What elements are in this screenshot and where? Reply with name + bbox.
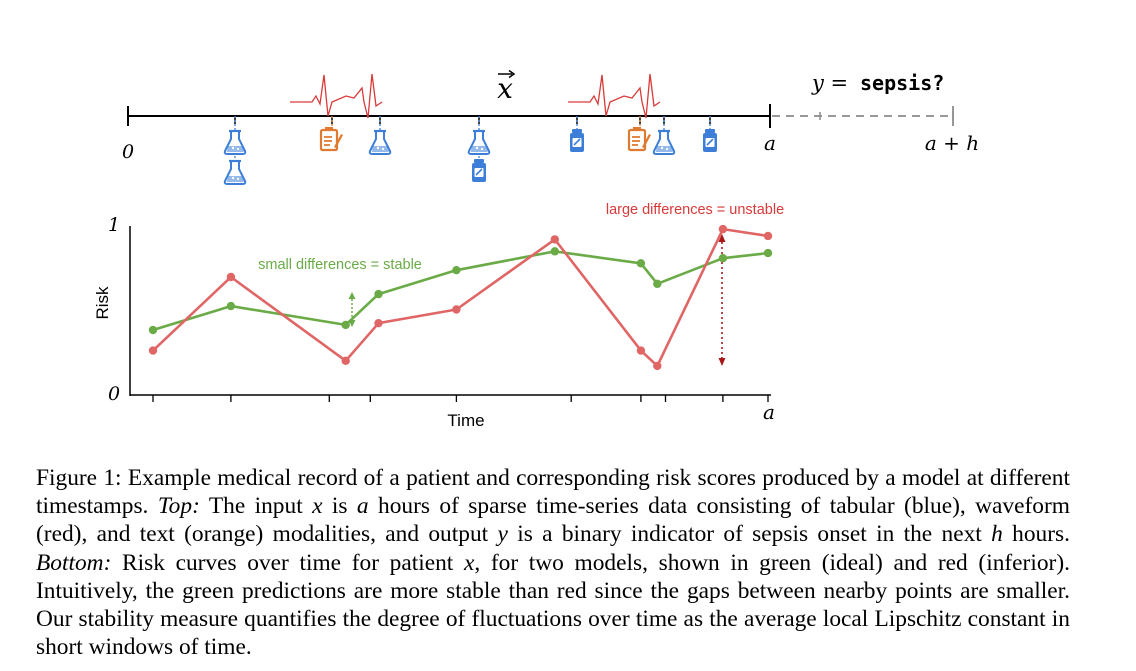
caption-part2: The input [208, 493, 303, 520]
x-end-label: a [763, 400, 775, 424]
caption-part7: Risk curves over time for patient [122, 549, 454, 576]
lab-flask-icon [368, 129, 392, 156]
caption-var-a: a [356, 493, 369, 520]
stable-model-point-2 [341, 320, 350, 330]
ecg-waveform-icon [567, 73, 661, 119]
input-variable: x [497, 72, 513, 105]
note-connectors [331, 116, 641, 128]
unstable-model-point-1 [226, 272, 236, 282]
unstable-model-point-8 [718, 224, 728, 234]
stable-model-point-3 [374, 289, 383, 299]
caption-var-y: y [497, 521, 508, 548]
lab-flask-icon [223, 129, 247, 156]
unstable-model-point-6 [636, 346, 646, 355]
caption-bottom-label: Bottom: [36, 549, 112, 576]
figure-caption: Figure 1: Example medical record of a pa… [36, 464, 1070, 661]
caption-part6: hours. [1012, 521, 1070, 548]
unstable-model-point-2 [341, 356, 350, 365]
medicine-bottle-icon [569, 128, 585, 153]
caption-var-x2: x [463, 549, 475, 576]
unstable-model-series [148, 224, 773, 371]
caption-var-x: x [312, 493, 323, 520]
unstable-model-line [152, 227, 769, 368]
x-axis-label: Time [447, 411, 484, 430]
series-layer [148, 224, 773, 371]
output-variable: y = [811, 71, 848, 95]
clinical-note-icon [319, 125, 345, 152]
unstable-model-point-4 [452, 305, 461, 314]
x-ticks [152, 395, 769, 402]
stable-model-line [152, 250, 769, 332]
stable-model-point-8 [718, 254, 728, 263]
horizon-label: a + h [925, 131, 979, 155]
medicine-bottle-icon [471, 158, 487, 183]
y-tick-label-top: 1 [108, 214, 120, 236]
stable-model-point-7 [653, 279, 662, 289]
stable-model-point-1 [226, 301, 236, 311]
stable-model-point-0 [148, 325, 158, 335]
unstable-model-point-5 [550, 235, 559, 244]
figure-1: 0 a a + h x y = sepsis? [93, 69, 979, 430]
unstable-annotation: large differences = unstable [606, 202, 784, 218]
caption-part1: Figure 1: Example medical record of a pa… [36, 465, 1070, 520]
caption-part4: hours of sparse time-series data consist… [36, 493, 1070, 548]
lab-flask-icon [223, 159, 247, 186]
stable-model-point-6 [636, 259, 646, 268]
stable-annotation: small differences = stable [258, 257, 422, 273]
clinical-note-icon [627, 125, 653, 152]
stable-model-point-4 [452, 265, 461, 275]
timeline-end-label: a [764, 131, 776, 155]
caption-part8: , for two models, shown in green (ideal)… [36, 549, 1070, 661]
unstable-model-point-9 [763, 231, 773, 241]
output-label: y = sepsis? [811, 71, 944, 95]
input-label: x [497, 69, 516, 105]
timeline: 0 a a + h x y = sepsis? [122, 69, 979, 186]
stable-model-series [148, 247, 773, 335]
ecg-waveform-icon [289, 73, 383, 119]
medicine-bottle-icon [702, 128, 718, 153]
y-tick-label-bottom: 0 [108, 383, 120, 405]
stable-model-point-5 [550, 247, 559, 256]
caption-part3: is [331, 493, 348, 520]
lab-flask-icon [467, 129, 491, 156]
caption-var-h: h [991, 521, 1003, 548]
y-axis-label: Risk [93, 286, 112, 320]
unstable-model-point-7 [653, 361, 662, 371]
unstable-model-point-0 [148, 346, 158, 355]
unstable-gap-arrow [718, 234, 726, 366]
risk-chart: 1 0 Risk Time a small differences = stab… [93, 202, 784, 430]
stable-model-point-9 [763, 248, 773, 258]
caption-top-label: Top: [157, 493, 200, 520]
lab-flask-icon [652, 129, 676, 156]
output-value: sepsis? [860, 71, 944, 95]
unstable-model-point-3 [374, 318, 383, 328]
timeline-ticks [234, 116, 711, 124]
caption-part5: is a binary indicator of sepsis onset in… [517, 521, 982, 548]
timeline-start-label: 0 [122, 141, 134, 163]
